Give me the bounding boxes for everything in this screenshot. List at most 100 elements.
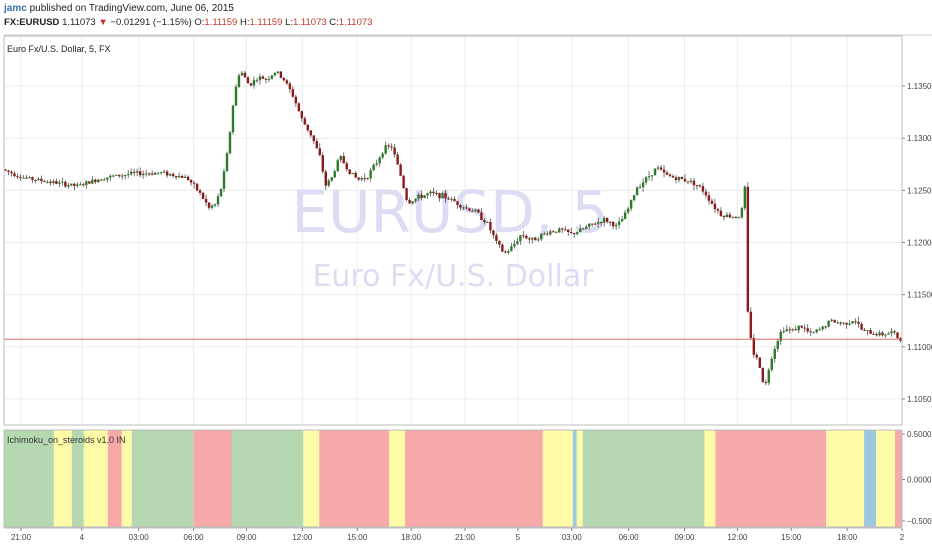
candle-body	[94, 179, 97, 183]
candle-body	[596, 222, 600, 224]
candle-body	[255, 80, 259, 82]
candle-body	[82, 184, 85, 186]
candle-body	[788, 329, 791, 331]
candle-body	[671, 176, 675, 178]
candle-body	[653, 168, 657, 176]
candle-body	[279, 71, 283, 78]
candle-body	[73, 183, 76, 186]
candle-body	[456, 201, 459, 206]
candle-body	[818, 329, 821, 331]
candle-body	[839, 322, 842, 324]
candle-body	[848, 323, 851, 325]
candle-body	[366, 178, 369, 180]
time-tick-label: 03:00	[129, 533, 150, 542]
candle-body	[519, 235, 522, 242]
grid	[4, 36, 903, 425]
candle-body	[677, 176, 681, 181]
price-axis[interactable]: 1.13500 1.13000 1.12500 1.12000 1.11500 1.110…	[902, 82, 932, 526]
candle-body	[668, 174, 672, 177]
candle-body	[794, 329, 797, 331]
candle-body	[614, 224, 618, 227]
candle-body	[258, 76, 262, 81]
candle-body	[459, 205, 462, 208]
candle-body	[570, 231, 573, 234]
candle-body	[118, 174, 121, 177]
candle-body	[590, 223, 594, 225]
candle-body	[483, 220, 486, 223]
candle-body	[576, 232, 579, 235]
indicator-band-red	[715, 430, 827, 527]
candle-body	[635, 187, 639, 196]
candle-body	[815, 329, 818, 333]
change-text: −0.01291 (−1.15%)	[110, 17, 192, 28]
candle-body	[333, 171, 336, 178]
candle-body	[195, 183, 199, 191]
candle-body	[261, 76, 265, 79]
candle-body	[222, 171, 226, 189]
indicator-band-red	[319, 430, 390, 527]
candle-body	[91, 179, 94, 184]
candle-body	[629, 200, 633, 209]
candle-body	[842, 322, 845, 324]
candle-body	[824, 326, 827, 328]
candle-body	[127, 174, 130, 176]
candle-body	[686, 181, 690, 183]
candle-body	[710, 200, 714, 204]
open-label: O:	[194, 17, 205, 28]
candle-body	[779, 331, 782, 342]
candle-body	[153, 172, 157, 175]
candle-body	[100, 179, 103, 181]
candle-body	[749, 311, 753, 338]
low-label: L:	[285, 17, 293, 28]
price-tick-label: 1.11500	[907, 291, 932, 300]
candle-body	[755, 354, 759, 358]
candle-body	[192, 182, 196, 184]
candle-body	[549, 231, 552, 235]
candle-body	[719, 210, 723, 216]
price-tick-label: 1.13000	[907, 134, 932, 143]
candle-body	[806, 328, 809, 332]
candle-body	[704, 191, 708, 196]
candle-body	[70, 183, 73, 186]
time-tick-label: 2	[900, 533, 905, 542]
candle-body	[731, 216, 735, 218]
time-axis[interactable]: 21:00 4 03:00 06:00 09:00 12:00 15:00 18:00 21:0…	[4, 527, 905, 542]
candle-body	[761, 367, 765, 382]
candle-body	[540, 233, 543, 240]
candle-body	[887, 333, 890, 335]
time-tick-label: 21:00	[455, 533, 476, 542]
down-arrow-icon: ▼	[98, 17, 108, 28]
candle-body	[216, 196, 220, 205]
time-tick-label: 09:00	[674, 533, 695, 542]
candle-body	[695, 185, 699, 187]
candle-body	[180, 175, 184, 178]
candle-body	[213, 204, 217, 206]
indicator-band-yellow	[121, 430, 132, 527]
candle-body	[890, 331, 893, 334]
candle-body	[309, 130, 313, 136]
candle-body	[396, 154, 399, 165]
candle-body	[136, 171, 139, 173]
author-link[interactable]: jamc	[4, 3, 27, 14]
candle-body	[884, 334, 887, 336]
candle-body	[758, 357, 762, 368]
candle-body	[150, 173, 154, 175]
candle-body	[387, 145, 390, 147]
indicator-band-yellow	[83, 430, 108, 527]
candle-body	[168, 173, 172, 176]
candle-body	[662, 169, 666, 173]
chart-frame	[3, 34, 932, 528]
candle-body	[16, 176, 19, 178]
candle-body	[186, 176, 190, 181]
candle-body	[851, 321, 854, 324]
candle-body	[896, 332, 899, 339]
indicator-tick-label: 0.5000	[907, 430, 932, 439]
symbol-label: FX:EURUSD	[4, 17, 60, 28]
candle-body	[130, 171, 133, 175]
indicator-pane-border	[3, 429, 903, 528]
indicator-band-yellow	[704, 430, 716, 527]
candle-body	[249, 83, 253, 86]
candle-body	[390, 146, 393, 148]
